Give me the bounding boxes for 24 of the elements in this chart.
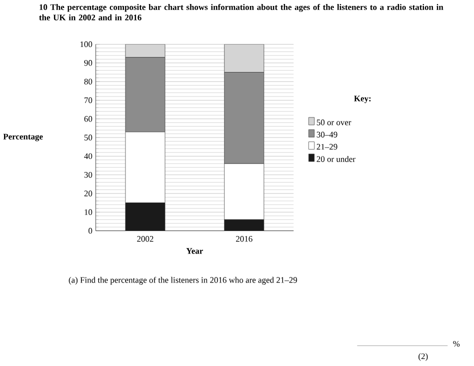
- x-tick-label: 2002: [137, 236, 154, 242]
- y-tick-label: 10: [84, 209, 92, 215]
- text: (a) Find the percentage of the listeners in 2016 who are aged 21–29: [68, 276, 297, 284]
- y-tick-label: 50: [84, 134, 92, 140]
- y-tick-label: 90: [84, 60, 92, 66]
- y-tick-label: 0: [88, 228, 92, 234]
- text: %: [453, 340, 460, 346]
- y-tick-label: 70: [84, 97, 92, 103]
- y-axis-title: Percentage: [3, 134, 43, 142]
- chart-title: 10 The percentage composite bar chart shows information about the ages of the listeners to a radio station in the UK in 2002 and in 2016: [39, 4, 444, 20]
- y-tick-label: 30: [84, 172, 92, 178]
- legend-label: 20 or under: [316, 156, 356, 162]
- y-tick-label: 80: [84, 78, 92, 84]
- y-tick-label: 40: [84, 153, 92, 159]
- y-tick-label: 100: [80, 41, 92, 47]
- x-tick-label: 2016: [236, 236, 252, 242]
- y-tick-label: 60: [84, 116, 92, 122]
- legend-label: 30–49: [316, 132, 338, 138]
- x-axis-title: Year: [186, 248, 203, 254]
- legend-label: 21–29: [316, 144, 338, 150]
- legend-title: Key:: [354, 96, 371, 103]
- legend-label: 50 or over: [316, 119, 352, 126]
- y-tick-label: 20: [84, 190, 92, 196]
- text: (2): [418, 352, 428, 361]
